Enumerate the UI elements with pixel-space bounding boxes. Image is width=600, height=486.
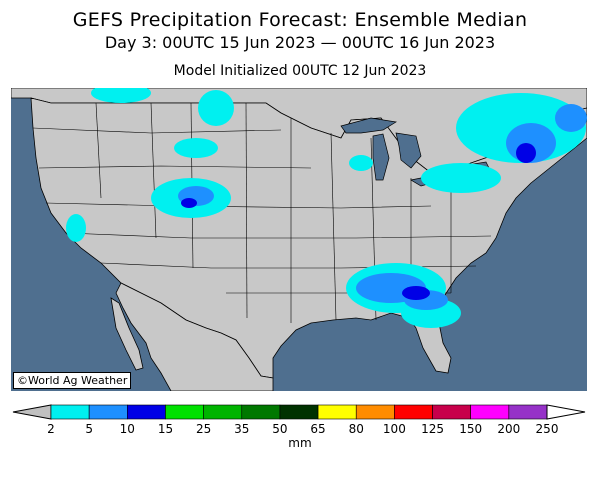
legend-tick-label: 15 [157, 422, 174, 436]
map-credit: ©World Ag Weather [13, 372, 132, 389]
legend-above-max-arrow [546, 404, 586, 420]
state-borders [32, 102, 492, 323]
legend-color-cell [165, 404, 204, 420]
legend-tick-label: 100 [382, 422, 406, 436]
legend-color-cell [317, 404, 357, 420]
legend-color-cell [127, 404, 166, 420]
legend-tick-label: 50 [272, 422, 288, 436]
lake-huron [395, 132, 422, 169]
legend-tick-label: 200 [497, 422, 521, 436]
legend-color-cell [355, 404, 395, 420]
legend-color-cell [50, 404, 90, 420]
legend-tick-label: 150 [459, 422, 483, 436]
legend-colorbar [12, 404, 586, 420]
legend-color-cell [241, 404, 281, 420]
legend-color-cell [203, 404, 243, 420]
map-title: GEFS Precipitation Forecast: Ensemble Me… [72, 9, 528, 31]
legend-tick-label: 80 [348, 422, 364, 436]
precip-10-15mm [181, 143, 536, 300]
legend-tick-label: 125 [421, 422, 444, 436]
legend-tick-label: 250 [535, 422, 559, 436]
legend-tick-label: 35 [234, 422, 250, 436]
legend-tick-label: 65 [310, 422, 326, 436]
legend-color-cell [432, 404, 471, 420]
model-init-time: Model Initialized 00UTC 12 Jun 2023 [173, 63, 427, 79]
legend-ticks: 2 5 10 15 25 35 50 65 80 100 125 150 200 250 [0, 422, 600, 438]
lake-superior [340, 117, 397, 134]
forecast-period: Day 3: 00UTC 15 Jun 2023 — 00UTC 16 Jun … [104, 33, 496, 52]
legend-tick-label: 25 [195, 422, 212, 436]
lake-michigan [372, 133, 390, 181]
precipitation-map [11, 88, 587, 391]
legend-tick-label: 2 [47, 422, 55, 436]
legend-color-cell [508, 404, 548, 420]
precip-5-10mm [178, 104, 587, 310]
legend-color-cell [88, 404, 128, 420]
legend-color-cell [394, 404, 433, 420]
baja-peninsula [110, 297, 144, 371]
legend-unit: mm [288, 436, 312, 450]
mexico-land [115, 282, 274, 391]
legend-below-min-arrow [12, 404, 52, 420]
legend-color-cell [470, 404, 510, 420]
legend-tick-label: 5 [85, 422, 93, 436]
legend-tick-label: 10 [119, 422, 135, 436]
legend-color-cell [279, 404, 319, 420]
